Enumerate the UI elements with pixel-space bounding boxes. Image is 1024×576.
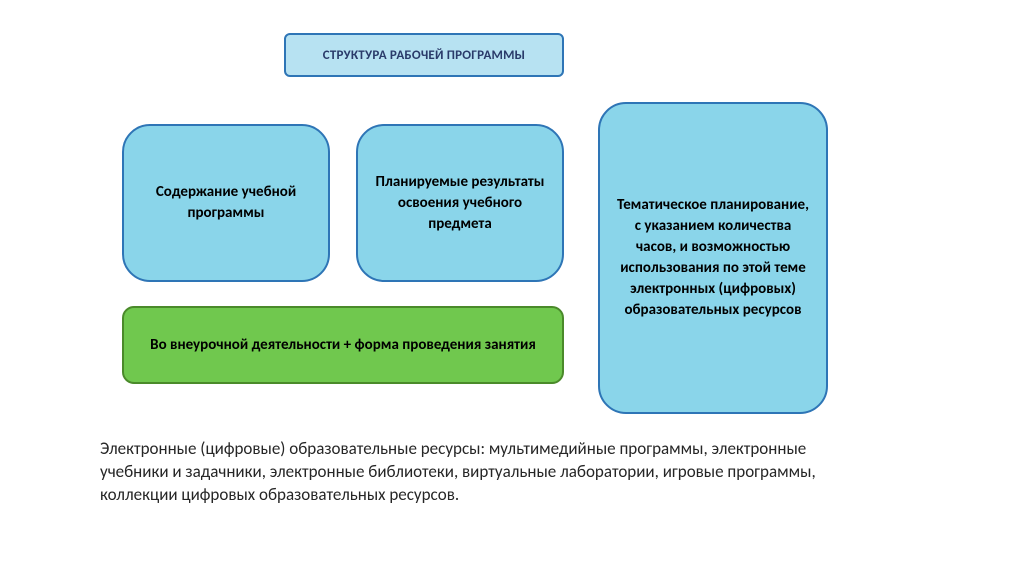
card-results-text: Планируемые результаты освоения учебного… <box>372 172 548 235</box>
footer-paragraph: Электронные (цифровые) образовательные р… <box>100 438 840 507</box>
card-planning-text: Тематическое планирование, с указанием к… <box>614 195 812 321</box>
card-planning: Тематическое планирование, с указанием к… <box>598 102 828 414</box>
card-content-text: Содержание учебной программы <box>138 182 314 224</box>
card-results: Планируемые результаты освоения учебного… <box>356 124 564 282</box>
card-content: Содержание учебной программы <box>122 124 330 282</box>
structure-title-text: СТРУКТУРА РАБОЧЕЙ ПРОГРАММЫ <box>323 48 526 63</box>
footer-paragraph-text: Электронные (цифровые) образовательные р… <box>100 438 816 505</box>
extracurricular-box: Во внеурочной деятельности + форма прове… <box>122 306 564 384</box>
structure-title: СТРУКТУРА РАБОЧЕЙ ПРОГРАММЫ <box>284 33 564 77</box>
extracurricular-text: Во внеурочной деятельности + форма прове… <box>150 335 536 356</box>
